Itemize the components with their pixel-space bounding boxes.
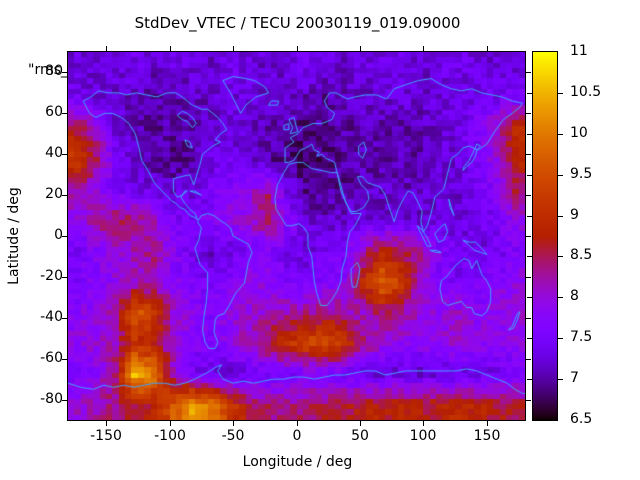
tick-mark <box>233 46 234 51</box>
x-tick-label: -50 <box>221 428 245 444</box>
tick-mark <box>487 46 488 51</box>
x-axis-label: Longitude / deg <box>242 454 353 470</box>
tick-mark <box>526 236 531 237</box>
tick-mark <box>526 113 531 114</box>
colorbar-canvas <box>533 52 557 420</box>
x-tick-label: -100 <box>154 428 186 444</box>
y-tick-label: -40 <box>40 309 63 325</box>
tick-mark <box>526 277 531 278</box>
tick-mark <box>233 421 234 426</box>
tick-mark <box>558 216 563 217</box>
x-tick-label: 0 <box>292 428 302 444</box>
tick-mark <box>526 318 531 319</box>
colorbar-tick-label: 11 <box>570 43 588 59</box>
colorbar-tick-label: 10 <box>570 125 588 141</box>
tick-mark <box>527 297 532 298</box>
tick-mark <box>526 72 531 73</box>
tick-mark <box>487 421 488 426</box>
y-tick-label: 80 <box>45 63 63 79</box>
x-tick-label: 50 <box>351 428 369 444</box>
colorbar <box>532 51 558 421</box>
y-tick-label: -60 <box>40 350 63 366</box>
y-tick-label: -20 <box>40 268 63 284</box>
colorbar-tick-label: 10.5 <box>570 84 602 100</box>
tick-mark <box>106 421 107 426</box>
tick-mark <box>170 421 171 426</box>
tick-mark <box>360 46 361 51</box>
tick-mark <box>62 236 67 237</box>
x-tick-label: 150 <box>473 428 501 444</box>
y-tick-label: 20 <box>45 186 63 202</box>
tick-mark <box>62 318 67 319</box>
tick-mark <box>558 93 563 94</box>
tick-mark <box>170 46 171 51</box>
colorbar-tick-label: 8.5 <box>570 247 593 263</box>
tick-mark <box>62 359 67 360</box>
tick-mark <box>526 400 531 401</box>
tick-mark <box>423 46 424 51</box>
colorbar-tick-label: 7.5 <box>570 329 593 345</box>
tick-mark <box>62 195 67 196</box>
tick-mark <box>558 134 563 135</box>
x-tick-label: 100 <box>409 428 437 444</box>
x-tick-label: -150 <box>90 428 122 444</box>
tick-mark <box>558 256 563 257</box>
tick-mark <box>297 46 298 51</box>
tick-mark <box>360 421 361 426</box>
plot-title: StdDev_VTEC / TECU 20030119_019.09000 <box>134 14 461 32</box>
tick-mark <box>62 400 67 401</box>
map-plot <box>67 51 526 421</box>
tick-mark <box>527 379 532 380</box>
tick-mark <box>526 154 531 155</box>
tick-mark <box>527 175 532 176</box>
y-tick-label: 60 <box>45 104 63 120</box>
tick-mark <box>62 72 67 73</box>
tick-mark <box>558 297 563 298</box>
colorbar-tick-label: 6.5 <box>570 411 593 427</box>
y-tick-label: -80 <box>40 391 63 407</box>
tick-mark <box>558 338 563 339</box>
colorbar-tick-label: 7 <box>570 370 579 386</box>
colorbar-tick-label: 9.5 <box>570 166 593 182</box>
tick-mark <box>423 421 424 426</box>
y-tick-label: 40 <box>45 145 63 161</box>
heatmap-canvas <box>68 52 525 420</box>
tick-mark <box>526 359 531 360</box>
tick-mark <box>62 277 67 278</box>
y-tick-label: 0 <box>54 227 63 243</box>
tick-mark <box>527 93 532 94</box>
tick-mark <box>527 256 532 257</box>
tick-mark <box>527 338 532 339</box>
colorbar-tick-label: 9 <box>570 207 579 223</box>
tick-mark <box>106 46 107 51</box>
tick-mark <box>526 195 531 196</box>
colorbar-tick-label: 8 <box>570 288 579 304</box>
tick-mark <box>558 175 563 176</box>
tick-mark <box>527 216 532 217</box>
tick-mark <box>558 379 563 380</box>
tick-mark <box>62 113 67 114</box>
tick-mark <box>62 154 67 155</box>
tick-mark <box>527 134 532 135</box>
key-label: "rms_ <box>28 62 68 78</box>
tick-mark <box>297 421 298 426</box>
